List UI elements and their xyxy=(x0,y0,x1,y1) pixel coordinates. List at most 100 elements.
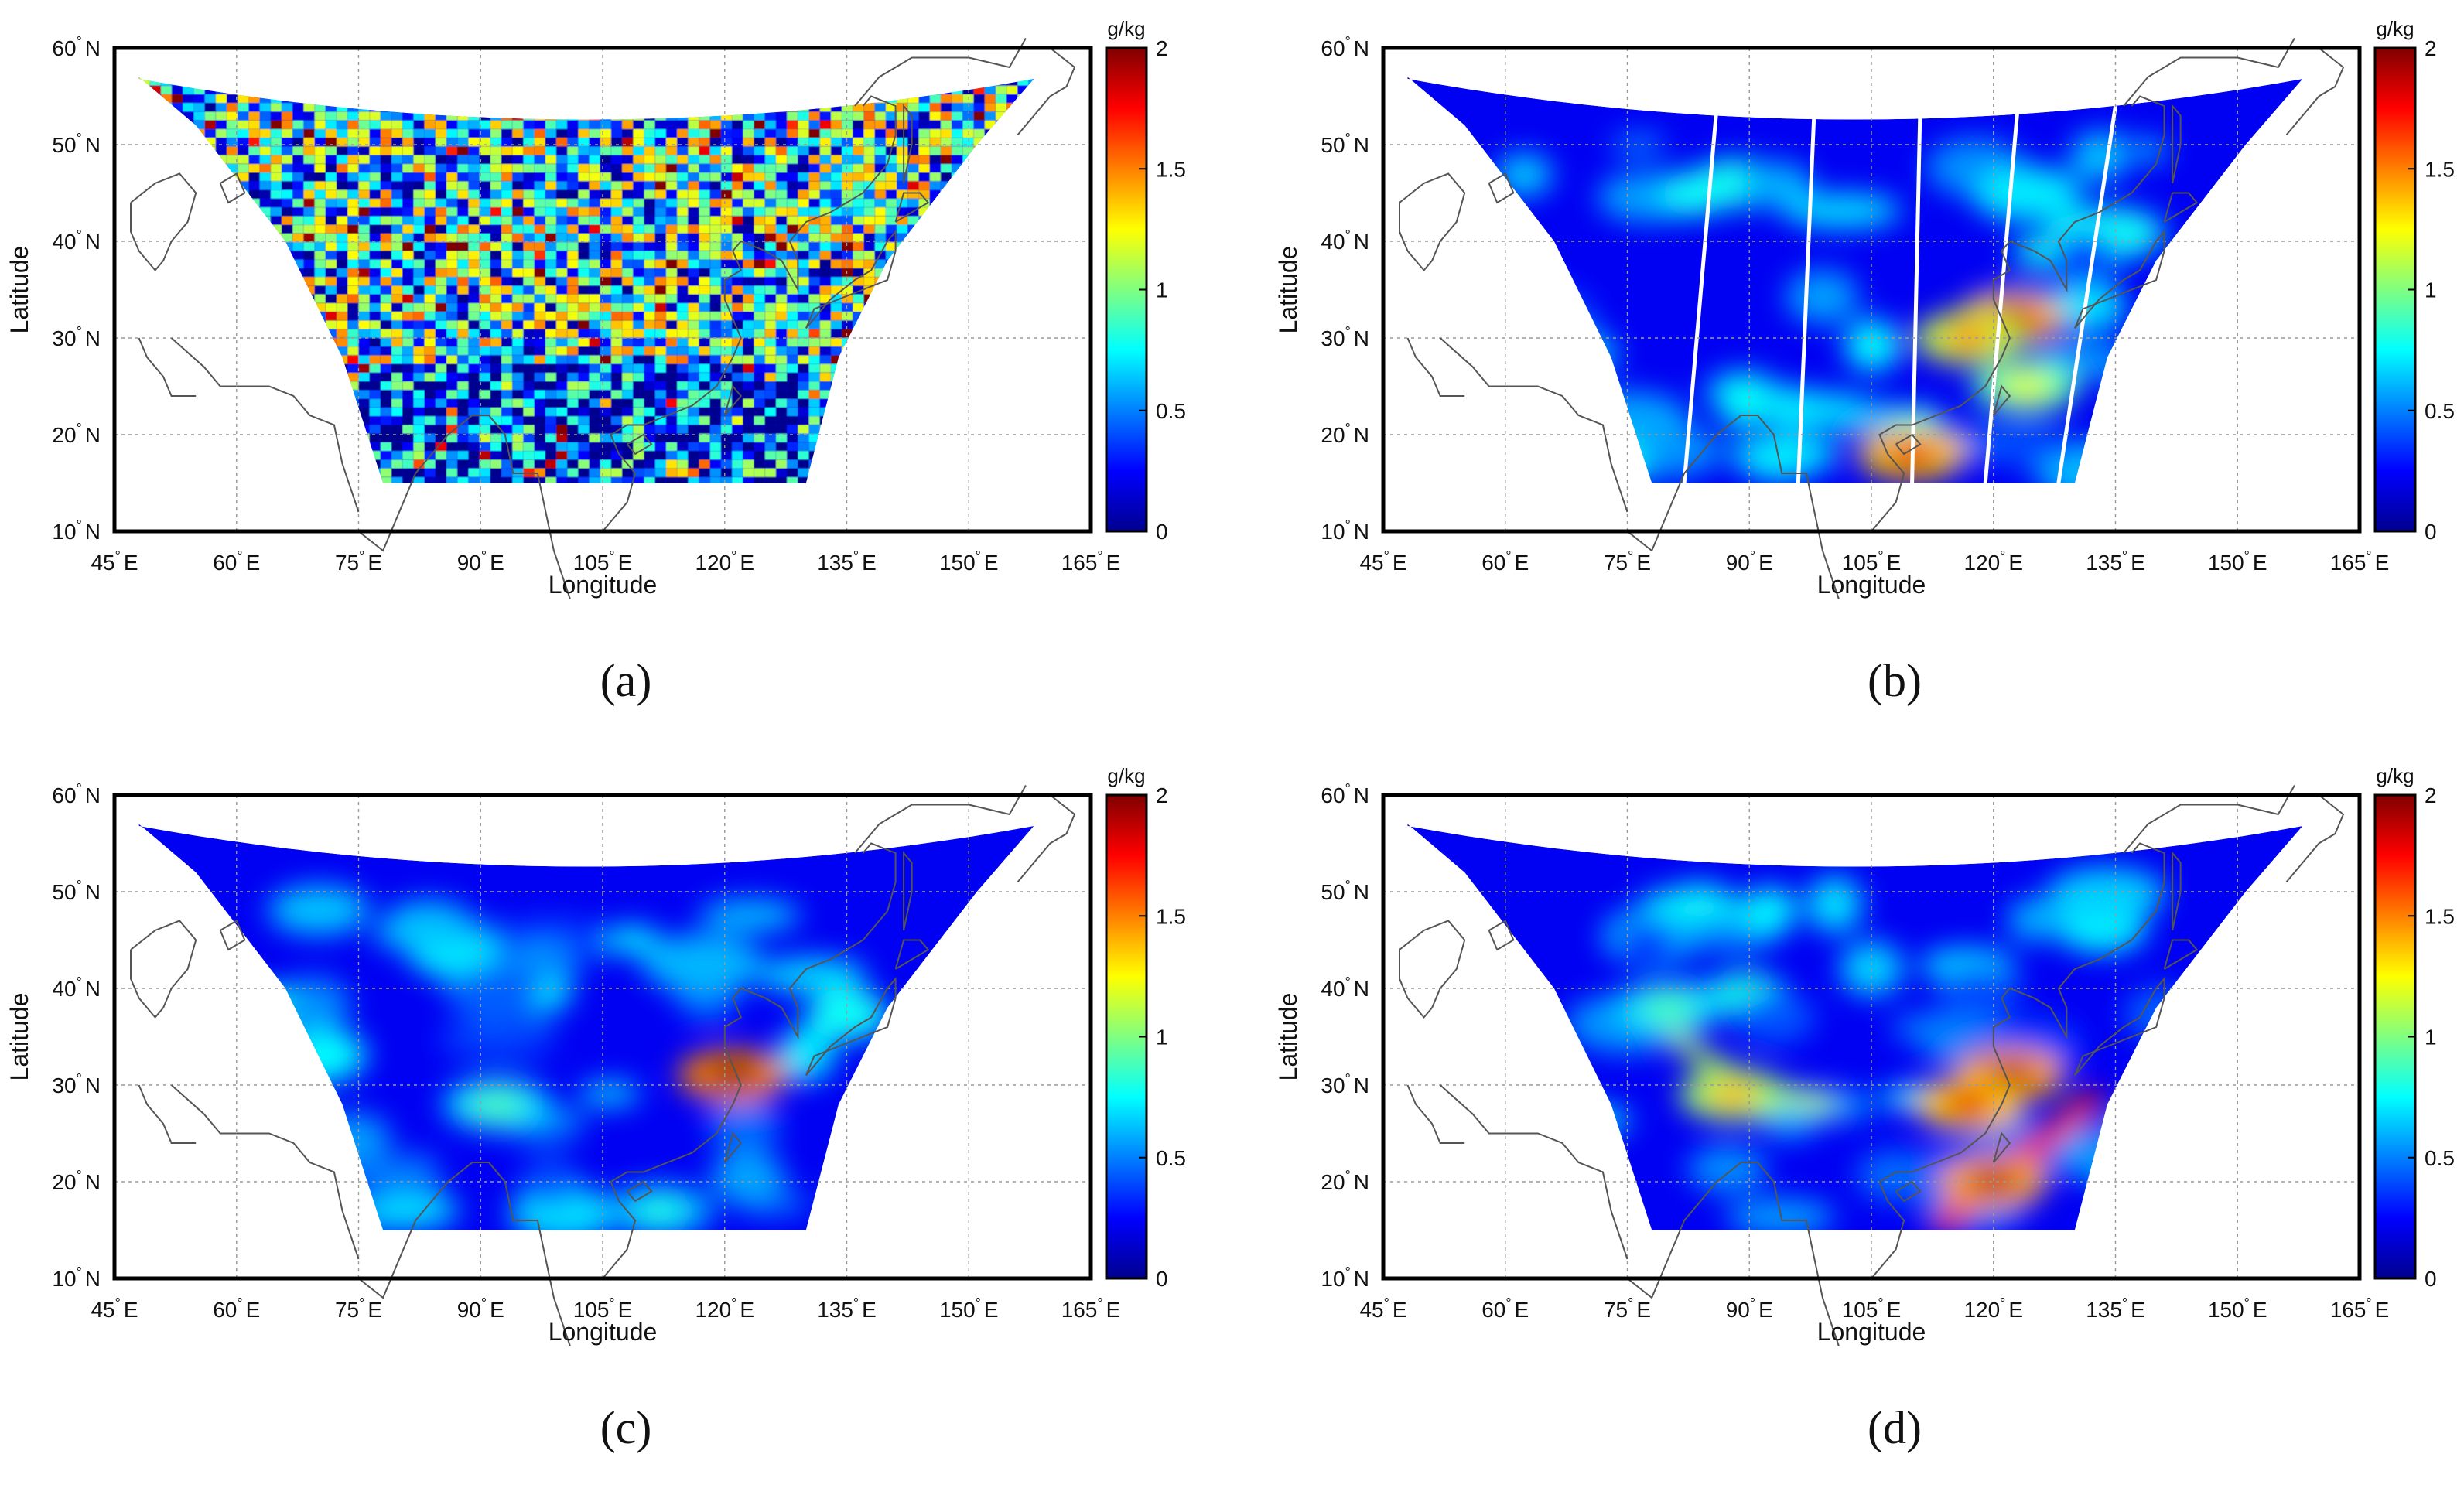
field-cell xyxy=(369,390,381,399)
field-cell xyxy=(435,459,446,469)
data-field xyxy=(138,824,1034,1230)
coastline xyxy=(1992,384,2011,416)
field-cell xyxy=(633,329,644,338)
field-cell xyxy=(325,103,337,112)
field-cell xyxy=(633,224,644,234)
field-cell xyxy=(282,259,293,268)
field-cell xyxy=(567,486,578,494)
field-cell xyxy=(743,451,754,460)
field-cell xyxy=(292,442,304,451)
field-cell xyxy=(842,111,853,121)
field-cell xyxy=(193,459,205,469)
field-cell xyxy=(457,268,469,277)
field-cell xyxy=(831,346,842,356)
field-cell xyxy=(204,416,216,425)
field-cell xyxy=(743,346,754,356)
field-cell xyxy=(853,381,864,391)
field-cell xyxy=(512,199,524,207)
coastlines xyxy=(1399,785,2345,1346)
field-cell xyxy=(721,338,732,346)
x-axis-label: Longitude xyxy=(549,1318,658,1346)
field-cell xyxy=(303,146,315,155)
field-cell xyxy=(600,285,611,295)
field-cell xyxy=(314,224,326,234)
field-cell xyxy=(534,268,545,277)
field-cell xyxy=(183,111,194,121)
field-cell xyxy=(325,408,337,416)
field-cell xyxy=(337,251,348,260)
field-cell xyxy=(633,181,644,190)
y-tick-label: 50° N xyxy=(52,131,101,157)
panel-c: 45° E 60° E 75° E 90° E 105° E 120° E 135° E 150° E 165°… xyxy=(5,764,1186,1453)
field-cell xyxy=(874,338,886,346)
x-tick-label: 135° E xyxy=(2086,548,2145,575)
field-cell xyxy=(611,268,622,277)
field-cell xyxy=(567,129,579,138)
field-patch xyxy=(2124,364,2220,425)
field-cell xyxy=(808,346,820,356)
field-cell xyxy=(952,320,963,329)
field-cell xyxy=(984,224,996,234)
field-cell xyxy=(270,477,282,483)
field-cell xyxy=(468,338,480,346)
field-cell xyxy=(413,268,425,277)
field-cell xyxy=(578,224,590,234)
field-cell xyxy=(238,329,249,338)
field-cell xyxy=(380,224,391,234)
y-tick-value: 40 xyxy=(1321,230,1345,254)
field-cell xyxy=(874,103,886,112)
field-cell xyxy=(391,172,403,182)
field-cell xyxy=(918,216,930,225)
field-cell xyxy=(424,207,436,217)
field-cell xyxy=(654,346,666,356)
field-cell xyxy=(622,398,634,408)
field-cell xyxy=(303,85,315,94)
field-cell xyxy=(1017,259,1029,268)
field-cell xyxy=(611,207,622,217)
field-cell xyxy=(863,398,875,408)
field-cell xyxy=(798,442,809,451)
field-cell xyxy=(654,207,666,217)
field-cell xyxy=(1028,216,1034,225)
x-tick-suffix: E xyxy=(2375,551,2390,575)
field-patch xyxy=(1687,1145,1768,1193)
field-cell xyxy=(204,442,216,451)
y-tick-degree: ° xyxy=(77,421,82,436)
field-cell xyxy=(193,111,205,121)
field-cell xyxy=(501,146,513,155)
x-tick-label: 120° E xyxy=(1963,548,2023,575)
field-cell xyxy=(413,138,425,147)
field-cell xyxy=(688,408,699,416)
field-cell xyxy=(820,486,831,494)
field-patch xyxy=(2117,1105,2172,1157)
field-hotspot xyxy=(1967,1168,2020,1196)
field-cell xyxy=(238,259,249,268)
field-cell xyxy=(644,381,655,391)
field-cell xyxy=(446,373,458,381)
field-cell xyxy=(193,390,205,399)
field-cell xyxy=(743,111,754,121)
field-cell xyxy=(369,181,381,190)
field-cell xyxy=(369,103,381,112)
x-tick-value: 75 xyxy=(335,551,359,575)
field-cell xyxy=(754,408,765,416)
y-tick-value: 50 xyxy=(1321,880,1345,904)
field-cell xyxy=(732,338,743,346)
field-cell xyxy=(743,355,754,364)
field-cell xyxy=(325,285,337,295)
coastline xyxy=(357,1162,571,1346)
field-cell xyxy=(479,390,490,399)
field-cell xyxy=(764,224,776,234)
field-cell xyxy=(545,146,556,155)
field-cell xyxy=(699,277,710,286)
field-cell xyxy=(677,468,689,477)
field-cell xyxy=(479,207,490,217)
field-cell xyxy=(204,164,216,172)
field-cell xyxy=(819,390,831,399)
field-cell xyxy=(337,312,348,321)
field-cell xyxy=(842,216,853,225)
field-cell xyxy=(435,294,446,303)
field-cell xyxy=(248,363,260,373)
field-cell xyxy=(819,224,831,234)
x-tick-suffix: E xyxy=(1106,551,1121,575)
